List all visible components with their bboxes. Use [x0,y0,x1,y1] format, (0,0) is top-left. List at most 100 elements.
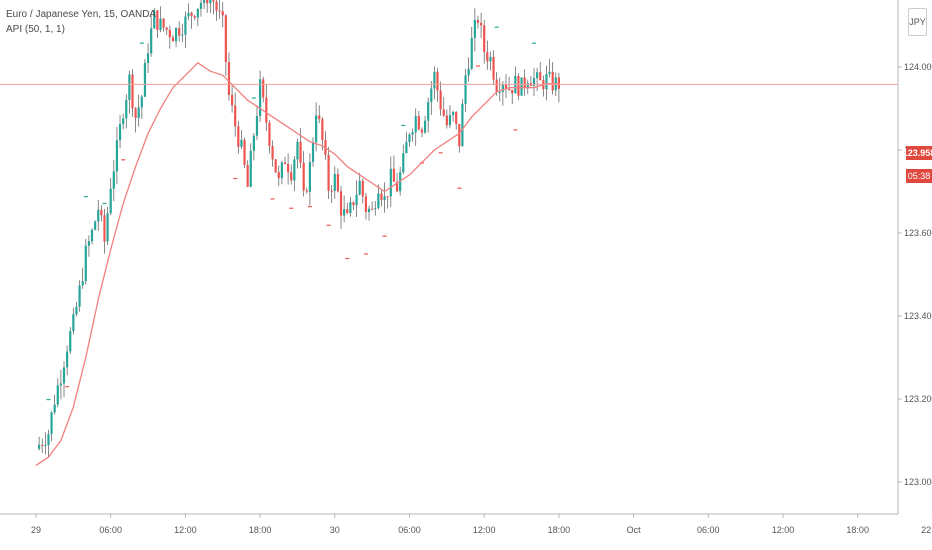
candles [38,0,560,457]
candle-body [511,89,514,94]
candle-body [234,105,237,127]
y-tick-label: 124.000 [904,62,932,72]
candle-body [259,79,262,117]
candle-body [458,123,461,147]
candle-body [159,18,162,31]
candle-body [243,139,246,166]
y-tick-label: 123.000 [904,477,932,487]
candle-body [308,161,311,192]
candle-body [209,0,212,4]
candle-body [539,72,542,81]
candle-body [268,122,271,147]
x-tick-label: 12:00 [772,525,795,535]
x-tick-label: 12:00 [174,525,197,535]
signal-marker [46,398,51,401]
candle-body [504,84,508,89]
candle-body [56,385,59,405]
candle-body [361,180,364,197]
x-tick-label: 18:00 [846,525,869,535]
signal-marker [139,42,144,44]
candle-body [274,159,277,173]
signal-marker [532,42,536,44]
candle-body [168,29,171,38]
candle-body [501,84,504,92]
candle-body [62,367,66,384]
candle-body [181,34,184,36]
candle-body [333,174,336,192]
indicator-label[interactable]: API (50, 1, 1) [6,24,65,35]
candle-body [392,168,396,182]
x-tick-label: 06:00 [99,525,122,535]
candle-body [249,150,252,187]
candle-body [532,78,536,86]
candle-body [199,2,203,9]
candle-body [486,52,489,62]
candle-body [371,208,374,210]
candle-body [498,91,501,93]
candle-body [206,0,209,4]
candle-body [137,107,140,119]
candle-body [442,109,445,116]
x-tick-label: 30 [330,525,340,535]
candle-body [467,68,470,76]
y-tick-label: 123.600 [904,228,932,238]
candle-body [417,116,420,130]
signal-marker [251,97,256,99]
candle-body [349,202,352,213]
candle-body [190,12,193,16]
candle-body [287,164,290,173]
candle-body [94,221,97,230]
candle-body [230,94,234,106]
candle-body [165,27,168,30]
candle-body [252,135,255,151]
candle-body [489,56,492,62]
candle-body [81,281,84,286]
candle-body [227,62,231,95]
candle-body [448,115,452,126]
signal-marker [289,207,294,209]
candle-body [150,28,153,54]
candle-body [327,154,330,191]
candle-body [461,103,464,147]
x-axis[interactable]: 29 06:00 12:00 18:00 30 06:00 12:00 18:00 Oct 06:… [31,514,932,535]
signal-marker [401,124,406,127]
candle-body [355,194,358,206]
candle-body [90,229,94,242]
candle-body [386,196,389,198]
candle-body [118,124,122,141]
candle-body [302,162,305,191]
candle-body [69,331,72,352]
candle-body [218,10,221,12]
candle-body [311,142,315,162]
candle-body [420,129,424,133]
candle-body [321,119,324,140]
signal-marker [270,198,275,200]
candle-body [53,404,56,413]
ma-line [35,61,559,466]
candle-body [389,168,392,197]
candle-body [395,181,399,192]
candle-body [352,202,355,206]
x-tick-label: Oct [627,525,642,535]
candle-body [315,115,318,143]
signal-marker [102,202,107,205]
candle-body [153,10,156,29]
x-tick-label: 06:00 [697,525,720,535]
signal-marker [475,65,480,67]
signal-marker [121,159,126,161]
candle-body [156,10,159,31]
candle-body [212,0,215,2]
candle-body [125,99,128,119]
y-axis[interactable]: 123.000123.200123.400123.600123.800124.0… [898,0,932,487]
candle-body [455,112,458,124]
candle-body [255,116,259,136]
symbol-label[interactable]: Euro / Japanese Yen, 15, OANDA [6,9,157,20]
candle-body [427,102,430,121]
candle-body [84,245,87,282]
currency-button[interactable]: JPY [908,8,927,36]
signal-marker [494,26,499,28]
candle-body [202,0,206,3]
x-tick-label: 12:00 [473,525,496,535]
candle-body [146,53,150,63]
